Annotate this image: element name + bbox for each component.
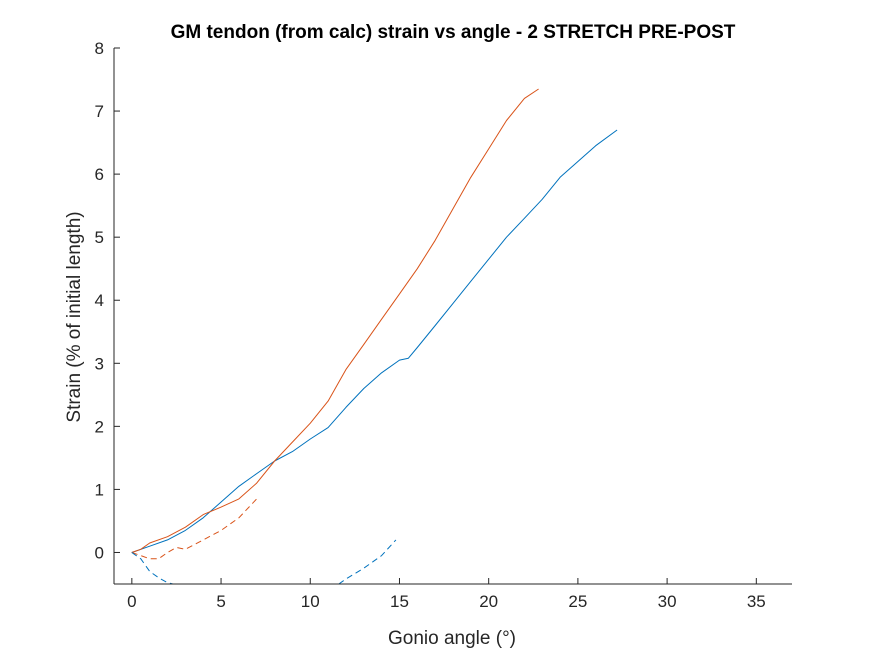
- x-tick-label: 5: [216, 592, 225, 611]
- axes: 0 5 10 15 20 25 30 35 0 1 2 3 4 5 6 7 8: [95, 39, 792, 611]
- x-tick-label: 0: [127, 592, 136, 611]
- chart-title: GM tendon (from calc) strain vs angle - …: [171, 22, 736, 43]
- plot-area: [131, 88, 618, 584]
- y-tick-label: 7: [95, 102, 104, 121]
- series-line-4: [131, 552, 174, 584]
- y-tick-label: 8: [95, 39, 104, 58]
- x-tick-label: 15: [390, 592, 409, 611]
- series-line-3: [131, 498, 258, 560]
- y-tick-label: 5: [95, 228, 104, 247]
- y-tick-label: 0: [95, 543, 104, 562]
- y-tick-label: 3: [95, 354, 104, 373]
- y-tick-label: 6: [95, 165, 104, 184]
- x-tick-label: 10: [301, 592, 320, 611]
- y-axis-title: Strain (% of initial length): [64, 211, 85, 422]
- y-tick-label: 2: [95, 417, 104, 436]
- series-group: [131, 88, 618, 584]
- x-tick-label: 20: [479, 592, 498, 611]
- y-tick-label: 1: [95, 480, 104, 499]
- y-tick-label: 4: [95, 291, 104, 310]
- x-tick-label: 25: [568, 592, 587, 611]
- series-line-2: [131, 88, 539, 553]
- x-axis-title: Gonio angle (°): [388, 628, 516, 649]
- x-tick-label: 35: [747, 592, 766, 611]
- series-line-1: [131, 129, 618, 553]
- series-line-5: [338, 539, 397, 584]
- x-tick-label: 30: [658, 592, 677, 611]
